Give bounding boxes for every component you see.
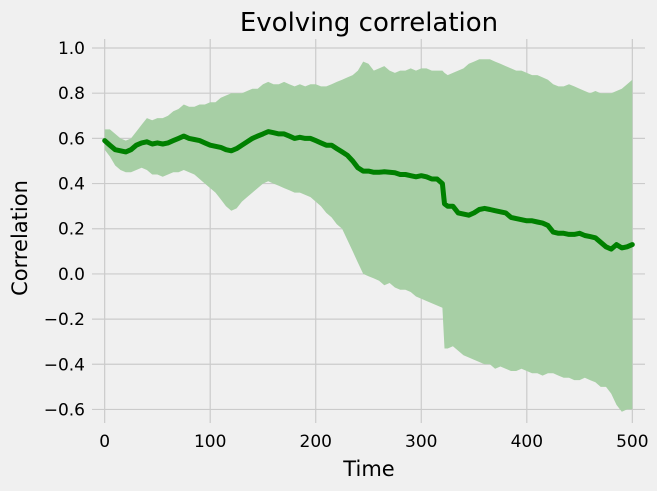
x-tick-label: 300 (405, 432, 437, 452)
y-tick-labels: 1.0 0.8 0.6 0.4 0.2 0.0 −0.2 −0.4 −0.6 (44, 39, 85, 420)
x-tick-label: 100 (194, 432, 226, 452)
y-tick-label: 0.2 (58, 220, 85, 240)
x-axis-label: Time (342, 457, 394, 481)
x-tick-label: 500 (616, 432, 648, 452)
x-tick-label: 200 (300, 432, 332, 452)
x-tick-label: 0 (99, 432, 110, 452)
y-tick-label: −0.2 (44, 310, 85, 330)
x-tick-label: 400 (511, 432, 543, 452)
y-tick-label: 0.0 (58, 265, 85, 285)
y-tick-label: 0.8 (58, 84, 85, 104)
y-tick-label: 1.0 (58, 39, 85, 59)
y-tick-label: −0.6 (44, 400, 85, 420)
y-tick-label: 0.4 (58, 175, 85, 195)
x-tick-labels: 0 100 200 300 400 500 (99, 432, 648, 452)
y-tick-label: 0.6 (58, 129, 85, 149)
y-tick-label: −0.4 (44, 355, 85, 375)
y-axis-label: Correlation (8, 180, 32, 296)
chart-title: Evolving correlation (240, 8, 498, 38)
correlation-series-line (102, 129, 635, 252)
